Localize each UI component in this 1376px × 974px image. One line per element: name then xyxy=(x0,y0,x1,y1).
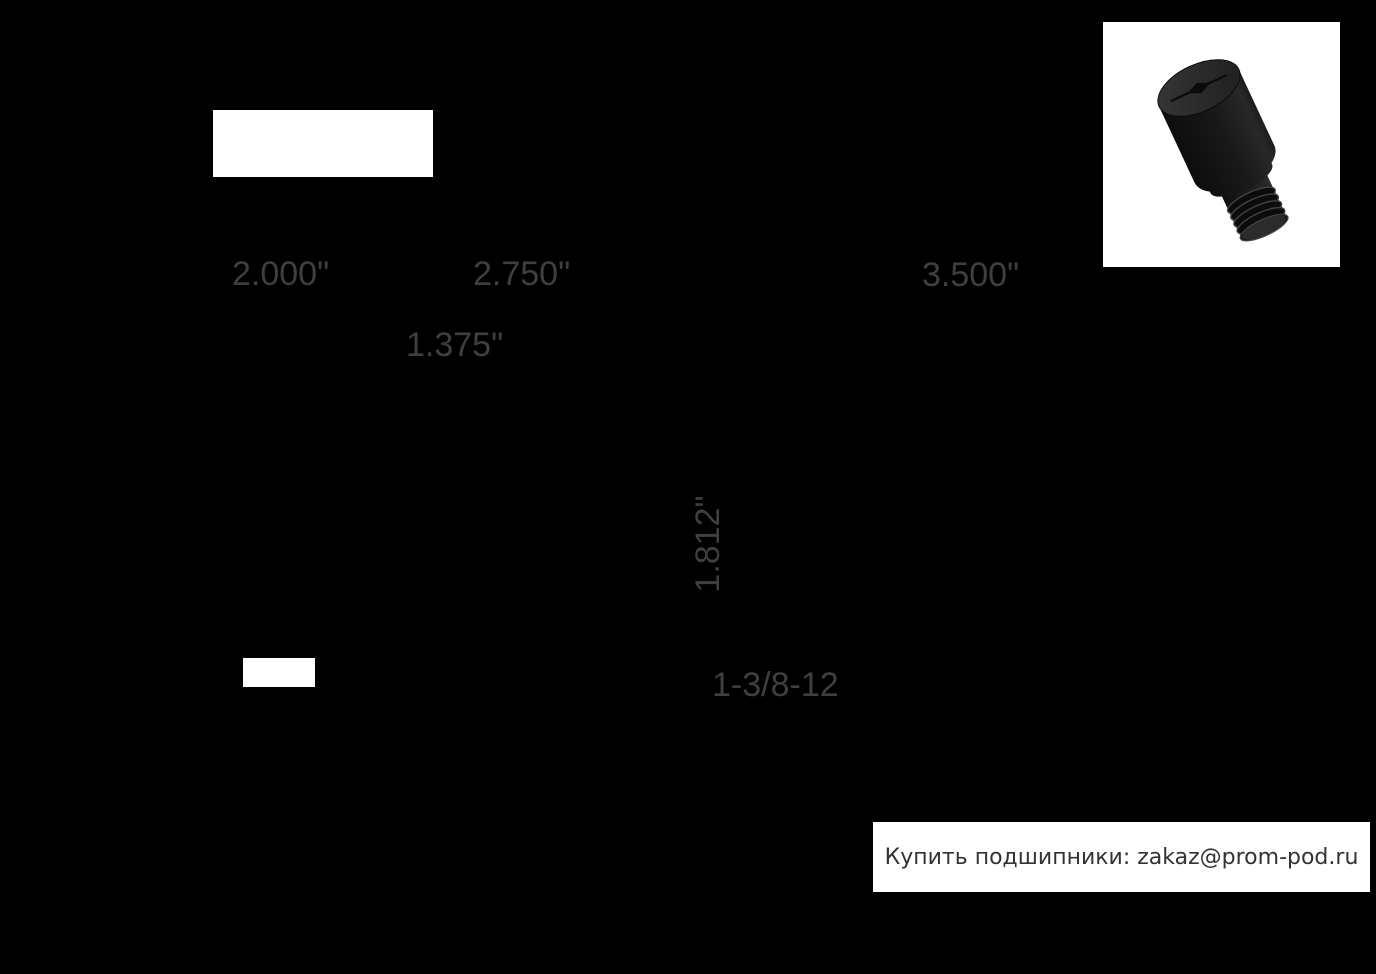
dimension-label-height-1812: 1.812" xyxy=(689,495,727,593)
cam-follower-bearing-3d-render-icon xyxy=(1157,59,1289,242)
drawing-white-fill-large xyxy=(213,110,433,177)
drawing-white-fill-small xyxy=(243,658,315,687)
dimension-label-stud-2000: 2.000" xyxy=(232,255,330,293)
dimension-label-thread-size: 1-3/8-12 xyxy=(712,666,839,704)
contact-banner-text: Купить подшипники: zakaz@prom-pod.ru xyxy=(884,844,1359,870)
dimension-label-overall-3500: 3.500" xyxy=(922,256,1020,294)
product-photo-box xyxy=(1103,22,1340,267)
contact-banner: Купить подшипники: zakaz@prom-pod.ru xyxy=(873,822,1370,892)
dimension-label-roller-2750: 2.750" xyxy=(473,255,571,293)
dimension-label-width-1375: 1.375" xyxy=(406,326,504,364)
